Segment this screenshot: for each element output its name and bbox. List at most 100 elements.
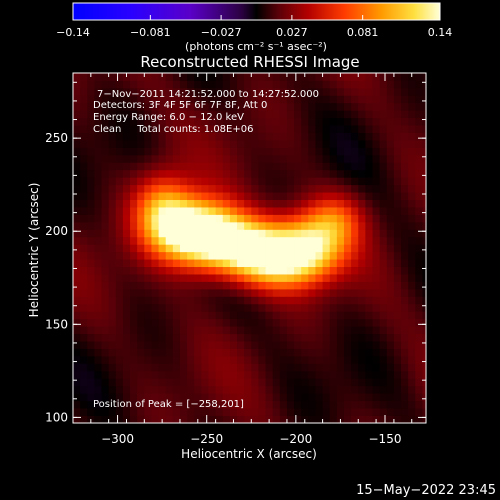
heatmap-cell: [158, 259, 167, 268]
heatmap-cell: [408, 355, 416, 364]
heatmap-cell: [108, 355, 117, 364]
heatmap-cell: [308, 236, 316, 245]
heatmap-cell: [372, 363, 381, 372]
heatmap-cell: [73, 102, 81, 111]
heatmap-cell: [365, 207, 373, 215]
heatmap-cell: [415, 184, 423, 193]
heatmap-cell: [179, 95, 188, 104]
heatmap-cell: [73, 296, 81, 305]
heatmap-cell: [108, 393, 117, 402]
heatmap-cell: [215, 154, 224, 163]
heatmap-cell: [237, 363, 245, 372]
heatmap-cell: [87, 266, 95, 275]
heatmap-cell: [158, 154, 167, 163]
heatmap-cell: [229, 303, 238, 312]
heatmap-cell: [137, 311, 145, 320]
heatmap-cell: [393, 370, 402, 379]
heatmap-cell: [194, 251, 202, 260]
heatmap-cell: [301, 288, 309, 297]
heatmap-cell: [201, 162, 209, 171]
heatmap-cell: [365, 214, 373, 223]
heatmap-cell: [365, 400, 373, 409]
heatmap-cell: [358, 251, 366, 260]
heatmap-cell: [187, 393, 195, 402]
heatmap-cell: [229, 95, 238, 104]
heatmap-cell: [87, 199, 95, 208]
heatmap-cell: [393, 296, 402, 305]
heatmap-cell: [422, 288, 426, 297]
heatmap-cell: [158, 393, 167, 402]
heatmap-cell: [208, 125, 217, 133]
heatmap-cell: [208, 102, 217, 111]
heatmap-cell: [365, 415, 373, 423]
heatmap-cell: [122, 333, 131, 342]
heatmap-cell: [351, 162, 359, 171]
heatmap-cell: [80, 244, 88, 253]
heatmap-cell: [322, 110, 331, 119]
heatmap-cell: [393, 266, 402, 275]
y-tick-label: 250: [45, 131, 68, 145]
heatmap-cell: [415, 87, 423, 96]
heatmap-cell: [336, 207, 345, 215]
heatmap-cell: [308, 303, 316, 312]
heatmap-cell: [329, 303, 338, 312]
heatmap-cell: [343, 251, 352, 260]
heatmap-cell: [172, 140, 181, 148]
heatmap-cell: [187, 154, 195, 163]
heatmap-cell: [244, 73, 252, 81]
heatmap-cell: [130, 251, 138, 260]
heatmap-cell: [308, 80, 316, 89]
heatmap-cell: [158, 281, 167, 290]
heatmap-cell: [351, 117, 359, 126]
heatmap-cell: [315, 147, 323, 156]
heatmap-cell: [329, 281, 338, 290]
heatmap-cell: [415, 266, 423, 275]
heatmap-cell: [94, 333, 102, 342]
heatmap-cell: [272, 207, 281, 215]
heatmap-cell: [365, 244, 373, 253]
heatmap-cell: [315, 154, 323, 163]
heatmap-cell: [144, 102, 152, 111]
heatmap-cell: [229, 281, 238, 290]
heatmap-cell: [251, 281, 259, 290]
heatmap-cell: [251, 236, 259, 245]
heatmap-cell: [272, 117, 281, 126]
heatmap-cell: [94, 140, 102, 148]
heatmap-cell: [151, 355, 159, 364]
heatmap-cell: [122, 400, 131, 409]
heatmap-cell: [158, 140, 167, 148]
heatmap-cell: [201, 318, 209, 327]
heatmap-cell: [351, 393, 359, 402]
heatmap-cell: [165, 117, 174, 126]
heatmap-cell: [329, 95, 338, 104]
heatmap-cell: [201, 214, 209, 223]
heatmap-cell: [386, 140, 395, 148]
heatmap-cell: [87, 214, 95, 223]
heatmap-cell: [315, 355, 323, 364]
heatmap-cell: [329, 274, 338, 282]
heatmap-cell: [244, 132, 252, 141]
heatmap-cell: [301, 177, 309, 186]
heatmap-cell: [179, 303, 188, 312]
heatmap-cell: [144, 80, 152, 89]
heatmap-cell: [222, 303, 231, 312]
heatmap-cell: [408, 259, 416, 268]
heatmap-cell: [115, 378, 124, 387]
heatmap-cell: [415, 274, 423, 282]
heatmap-cell: [294, 95, 302, 104]
heatmap-cell: [194, 244, 202, 253]
heatmap-cell: [322, 341, 331, 349]
heatmap-cell: [393, 378, 402, 387]
heatmap-cell: [286, 393, 295, 402]
heatmap-cell: [222, 214, 231, 223]
heatmap-cell: [322, 192, 331, 200]
heatmap-cell: [358, 385, 366, 394]
heatmap-cell: [130, 87, 138, 96]
heatmap-cell: [315, 207, 323, 215]
heatmap-cell: [401, 80, 409, 89]
heatmap-cell: [201, 207, 209, 215]
heatmap-cell: [144, 154, 152, 163]
heatmap-cell: [251, 184, 259, 193]
heatmap-cell: [308, 311, 316, 320]
heatmap-cell: [229, 296, 238, 305]
